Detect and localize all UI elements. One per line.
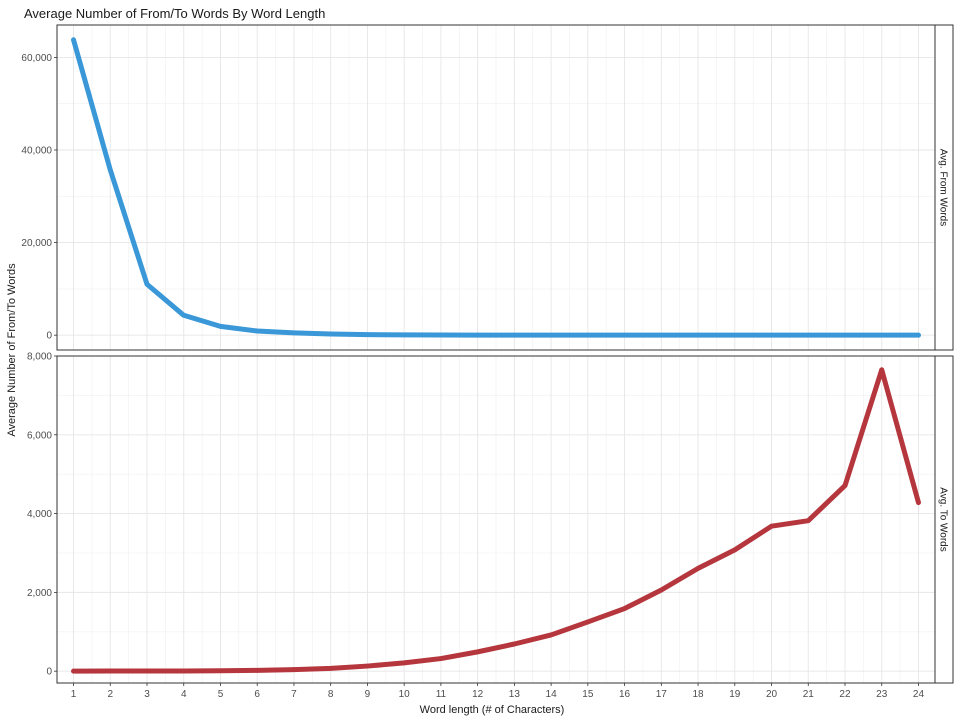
data-point [475, 649, 480, 655]
x-tick-label: 14 [546, 689, 558, 700]
data-point [805, 332, 811, 338]
data-point [144, 281, 150, 287]
x-tick-label: 15 [582, 689, 594, 700]
data-point [401, 332, 407, 338]
data-point [842, 483, 848, 488]
data-point [438, 332, 444, 338]
chart-title: Average Number of From/To Words By Word … [24, 6, 325, 21]
x-tick-label: 1 [71, 689, 77, 700]
y-tick-label: 4,000 [27, 509, 52, 520]
x-tick-label: 10 [399, 689, 411, 700]
y-tick-label: 2,000 [27, 588, 52, 599]
data-point [879, 367, 885, 373]
x-tick-label: 22 [839, 689, 851, 700]
data-point [622, 606, 627, 611]
data-point [438, 656, 444, 661]
x-tick-label: 2 [107, 689, 113, 700]
data-point [365, 663, 370, 669]
x-tick-label: 5 [218, 689, 224, 700]
y-tick-label: 0 [46, 331, 52, 342]
data-point [181, 312, 187, 318]
data-point [71, 668, 76, 674]
panels-layer: 0 20,000 40,000 60,000 Avg. From Words 0 2,000… [21, 24, 954, 684]
data-point [254, 328, 260, 334]
data-point [401, 660, 407, 666]
data-point [181, 668, 187, 674]
y-tick-label: 60,000 [21, 53, 52, 64]
data-point [585, 332, 591, 338]
x-axis: 1 2 3 4 5 6 7 8 9 10 11 12 13 14 15 16 17 18 19 20 21 22 23 24 [71, 683, 925, 700]
x-tick-label: 24 [913, 689, 925, 700]
data-point [585, 619, 591, 625]
data-point [512, 332, 517, 338]
data-point [475, 332, 480, 338]
x-tick-label: 23 [876, 689, 888, 700]
data-point [695, 332, 701, 338]
data-point [769, 332, 774, 338]
x-tick-label: 6 [254, 689, 260, 700]
data-point [732, 332, 738, 338]
data-point [107, 167, 113, 173]
data-point [328, 666, 333, 671]
facet-strip-label: Avg. To Words [938, 487, 949, 551]
data-point [916, 332, 921, 338]
x-tick-label: 7 [291, 689, 297, 700]
x-tick-label: 21 [803, 689, 815, 700]
facet-strip-label: Avg. From Words [938, 149, 949, 226]
panel-1: 0 20,000 40,000 60,000 Avg. From Words [21, 24, 954, 351]
data-point [365, 332, 370, 337]
facet-strip [934, 24, 954, 351]
data-point [512, 641, 517, 647]
x-tick-label: 18 [692, 689, 704, 700]
y-tick-label: 8,000 [27, 352, 52, 363]
data-point [291, 667, 297, 672]
data-point [548, 332, 554, 338]
data-point [769, 523, 774, 529]
data-point [328, 331, 333, 337]
series-line [71, 37, 921, 338]
data-point [842, 332, 848, 338]
data-point [218, 668, 223, 674]
x-tick-label: 17 [656, 689, 668, 700]
series-line [71, 367, 921, 674]
x-tick-label: 19 [729, 689, 741, 700]
data-point [107, 668, 113, 674]
data-point [659, 587, 664, 593]
x-axis-title: Word length (# of Characters) [420, 704, 565, 716]
data-point [548, 632, 554, 638]
x-tick-label: 12 [472, 689, 484, 700]
x-tick-label: 4 [181, 689, 187, 700]
panel-2: 0 2,000 4,000 6,000 8,000 Avg. To Words [27, 352, 954, 684]
x-tick-label: 13 [509, 689, 521, 700]
x-tick-label: 8 [328, 689, 334, 700]
x-tick-label: 3 [144, 689, 150, 700]
x-tick-label: 11 [436, 689, 447, 700]
data-point [659, 332, 664, 338]
y-tick-label: 0 [46, 667, 52, 678]
x-tick-label: 20 [766, 689, 778, 700]
data-point [71, 37, 76, 43]
data-point [218, 324, 223, 329]
data-point [695, 566, 701, 571]
data-point [805, 518, 811, 523]
data-point [144, 668, 150, 674]
y-tick-label: 40,000 [21, 146, 52, 157]
x-tick-label: 9 [365, 689, 371, 700]
x-tick-label: 16 [619, 689, 631, 700]
facet-strip [934, 355, 954, 684]
data-point [291, 330, 297, 336]
data-point [916, 500, 921, 505]
y-tick-label: 6,000 [27, 430, 52, 441]
data-point [254, 668, 260, 673]
y-tick-label: 20,000 [21, 238, 52, 249]
y-axis-title: Average Number of From/To Words [6, 263, 18, 437]
data-point [879, 332, 885, 338]
data-point [732, 547, 738, 553]
data-point [622, 332, 627, 338]
